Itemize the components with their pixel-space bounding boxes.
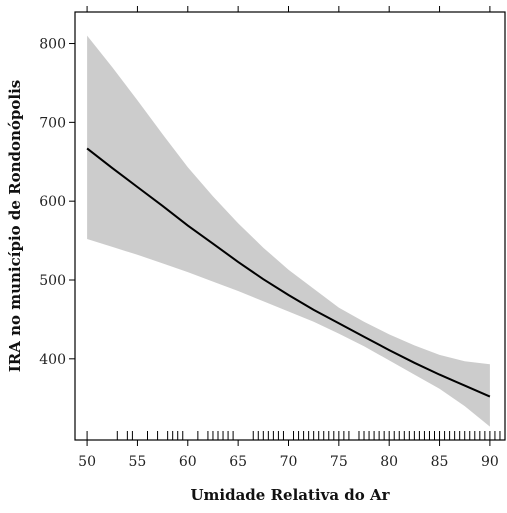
confidence-band bbox=[87, 35, 490, 427]
axes: 50 55 60 65 70 75 80 85 90 400 500 600 700 800 bbox=[39, 6, 499, 470]
fitted-line bbox=[86, 147, 491, 398]
y-tick-label: 700 bbox=[39, 115, 66, 131]
plot-frame bbox=[74, 11, 506, 441]
x-tick-label: 60 bbox=[179, 454, 197, 470]
x-tick-label: 50 bbox=[78, 454, 96, 470]
y-tick-label: 400 bbox=[39, 352, 66, 368]
plot-area bbox=[86, 35, 501, 440]
x-tick-label: 75 bbox=[330, 454, 348, 470]
y-tick-label: 500 bbox=[39, 273, 66, 289]
y-axis-title: IRA no município de Rondonópolis bbox=[6, 80, 24, 372]
x-axis-title: Umidade Relativa do Ar bbox=[190, 486, 390, 504]
x-tick-label: 90 bbox=[481, 454, 499, 470]
x-tick-label: 85 bbox=[431, 454, 449, 470]
y-tick-label: 600 bbox=[39, 194, 66, 210]
x-tick-label: 55 bbox=[129, 454, 147, 470]
y-tick-label: 800 bbox=[39, 37, 66, 53]
x-tick-label: 65 bbox=[229, 454, 247, 470]
x-tick-label: 70 bbox=[280, 454, 298, 470]
x-tick-label: 80 bbox=[380, 454, 398, 470]
